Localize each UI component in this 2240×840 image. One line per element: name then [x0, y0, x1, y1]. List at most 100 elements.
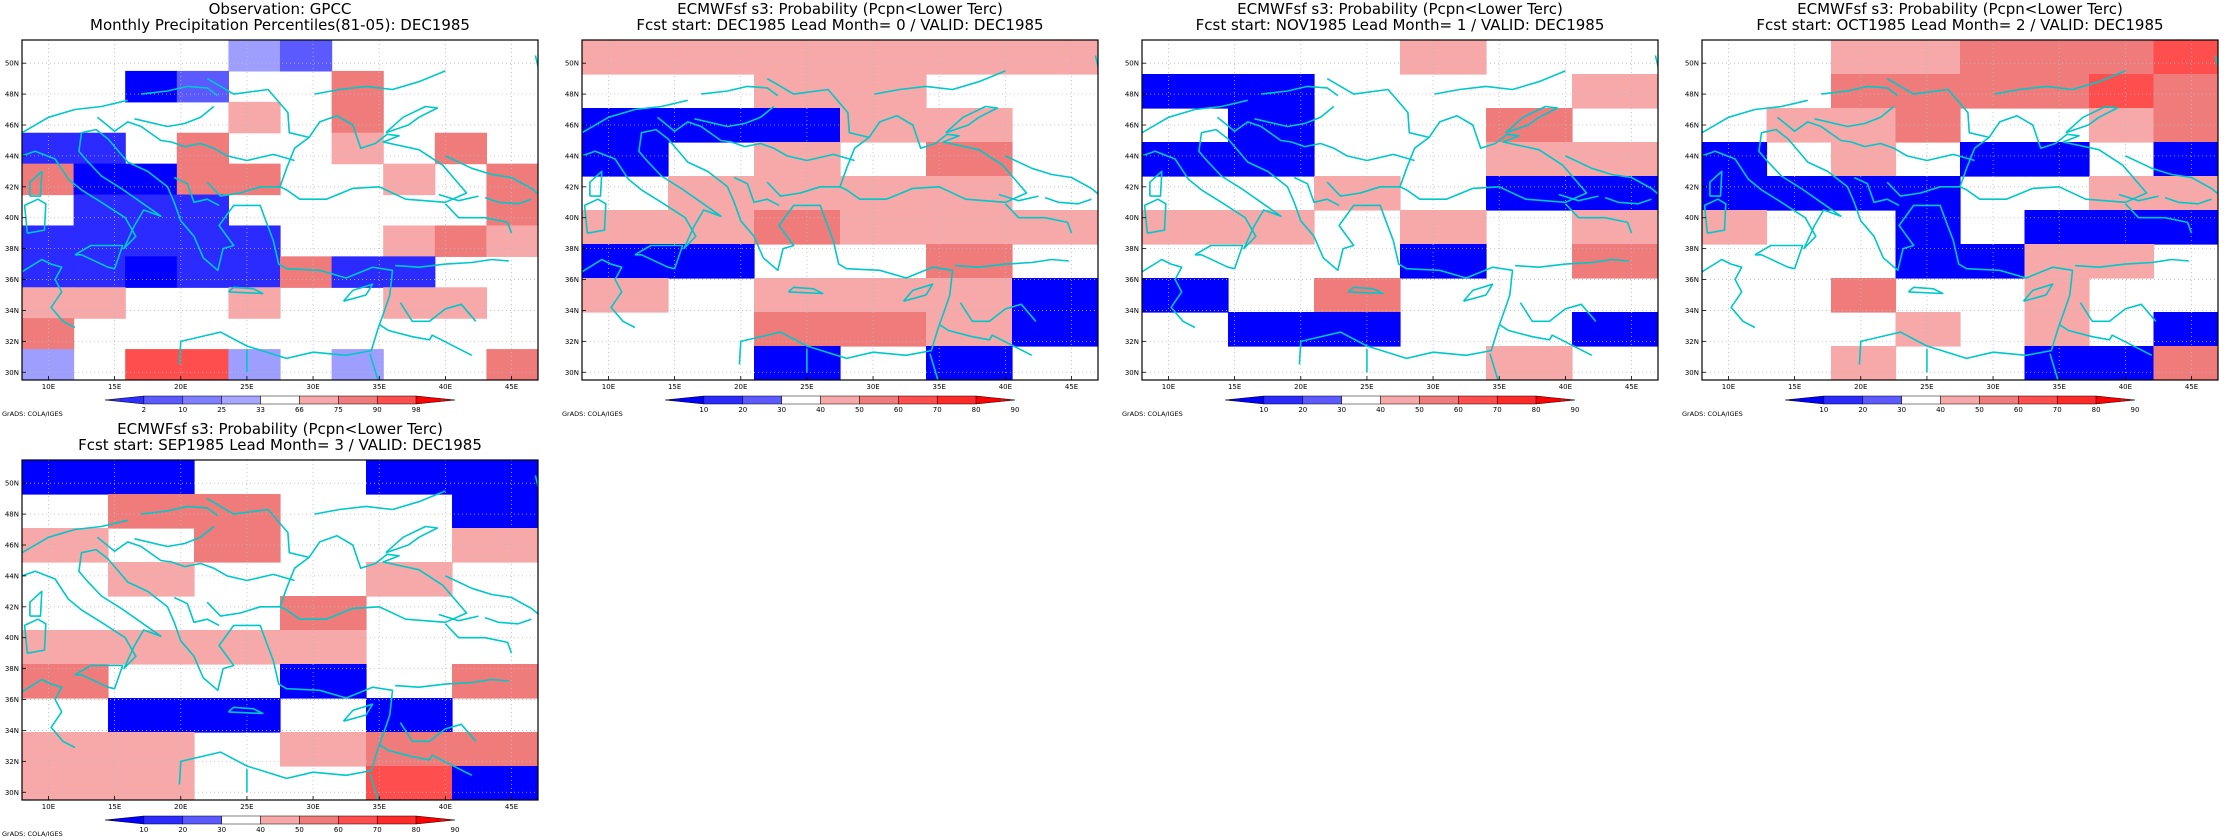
coastline: [484, 196, 532, 205]
lat-tick-label: 50N: [1125, 60, 1139, 68]
coastline: [438, 613, 479, 622]
colorbar-label: 40: [256, 826, 265, 834]
colorbar-segment: [299, 395, 339, 405]
grid-cell: [1702, 176, 1768, 211]
coastline: [206, 181, 280, 197]
coastline: [1959, 114, 2148, 204]
colorbar-label: 75: [334, 406, 343, 414]
colorbar-segment: [104, 815, 145, 825]
grid-cell: [1486, 346, 1573, 380]
grid-cell: [176, 256, 229, 288]
grid-cell: [2089, 74, 2155, 109]
coastline: [1565, 155, 1658, 195]
colorbar-segment: [1419, 395, 1459, 405]
colorbar-segment: [1862, 395, 1902, 405]
grid-cell: [228, 163, 281, 196]
grid-cell: [1012, 210, 1098, 245]
grid-cell: [1572, 312, 1658, 347]
lat-tick-label: 30N: [1685, 369, 1699, 377]
grid-cell: [22, 287, 75, 319]
grid-cell: [926, 40, 1013, 75]
lat-tick-label: 42N: [565, 183, 579, 191]
grid-cell: [926, 278, 1013, 313]
grid-cell: [1142, 74, 1229, 109]
panel-title: ECMWFsf s3: Probability (Pcpn<Lower Terc…: [1797, 0, 2123, 18]
coastline: [1044, 196, 1092, 205]
grads-credit: GrADS: COLA/IGES: [562, 410, 623, 418]
coastline: [314, 490, 446, 515]
coastline: [1702, 128, 2074, 365]
lon-tick-label: 20E: [174, 803, 187, 811]
grid-cell: [1012, 278, 1098, 313]
colorbar-label: 98: [412, 406, 421, 414]
coastline: [444, 623, 513, 654]
grid-cell: [668, 40, 755, 75]
grid-cell: [668, 244, 755, 279]
coastline: [1462, 283, 1494, 302]
grid-cell: [108, 460, 195, 495]
panel-subtitle: Fcst start: SEP1985 Lead Month= 3 / VALI…: [78, 436, 482, 454]
lat-tick-label: 38N: [5, 245, 19, 253]
coastline: [438, 193, 479, 202]
colorbar-label: 60: [2014, 406, 2023, 414]
grid-cell: [1400, 244, 1487, 279]
coastline: [1519, 302, 1597, 323]
lon-tick-label: 45E: [2185, 383, 2198, 391]
coastline: [134, 525, 215, 548]
grid-cell: [22, 766, 109, 800]
colorbar-label: 50: [1415, 406, 1424, 414]
grid-cell: [926, 346, 1013, 380]
lon-tick-label: 10E: [1162, 383, 1175, 391]
lat-tick-label: 36N: [1125, 276, 1139, 284]
lon-tick-label: 30E: [866, 383, 879, 391]
grid-cell: [194, 698, 281, 733]
coastline: [227, 706, 264, 715]
colorbar-label: 20: [1298, 406, 1307, 414]
grid-cell: [2024, 74, 2090, 109]
coastline: [141, 85, 219, 97]
lat-tick-label: 40N: [1685, 214, 1699, 222]
coastline: [399, 302, 477, 323]
colorbar-label: 80: [972, 406, 981, 414]
lat-tick-label: 32N: [1685, 338, 1699, 346]
coastline: [766, 77, 870, 139]
grid-cell: [1702, 210, 1768, 245]
lat-tick-label: 48N: [1685, 91, 1699, 99]
grid-cell: [840, 74, 927, 109]
colorbar-segment: [1979, 395, 2019, 405]
grid-cell: [2089, 210, 2155, 245]
lat-tick-label: 42N: [1685, 183, 1699, 191]
map-plot: 30N 32N 34N 36N 38N 40N 42N 44N 46N 48N 50N 10E 15E 2…: [562, 39, 1099, 418]
colorbar-segment: [1940, 395, 1980, 405]
grid-cell: [2024, 142, 2090, 177]
grid-cell: [926, 244, 1013, 279]
grid-cell: [452, 664, 538, 699]
lon-tick-label: 15E: [1788, 383, 1801, 391]
colorbar-label: 40: [1376, 406, 1385, 414]
coastline: [694, 105, 775, 128]
grid-cell: [2153, 346, 2218, 380]
lat-tick-label: 38N: [5, 665, 19, 673]
colorbar-segment: [664, 395, 705, 405]
colorbar-label: 30: [1337, 406, 1346, 414]
coastline: [369, 773, 386, 800]
coastline: [1702, 258, 1756, 329]
lon-tick-label: 15E: [668, 383, 681, 391]
coastline: [484, 616, 532, 625]
coastline: [955, 258, 1069, 269]
colorbar-segment: [1496, 395, 1537, 405]
coastline: [2124, 203, 2193, 234]
grid-cell: [108, 732, 195, 767]
colorbar-segment: [104, 395, 145, 405]
colorbar-segment: [1823, 395, 1864, 405]
colorbar-label: 90: [1011, 406, 1020, 414]
lat-tick-label: 48N: [5, 91, 19, 99]
lon-tick-label: 40E: [1559, 383, 1572, 391]
lon-tick-label: 40E: [439, 803, 452, 811]
grid-cell: [280, 40, 333, 72]
lat-tick-label: 48N: [1125, 91, 1139, 99]
colorbar-segment: [182, 815, 222, 825]
grid-cell: [1895, 74, 1961, 109]
colorbar-segment: [1784, 395, 1825, 405]
grid-cell: [108, 698, 195, 733]
